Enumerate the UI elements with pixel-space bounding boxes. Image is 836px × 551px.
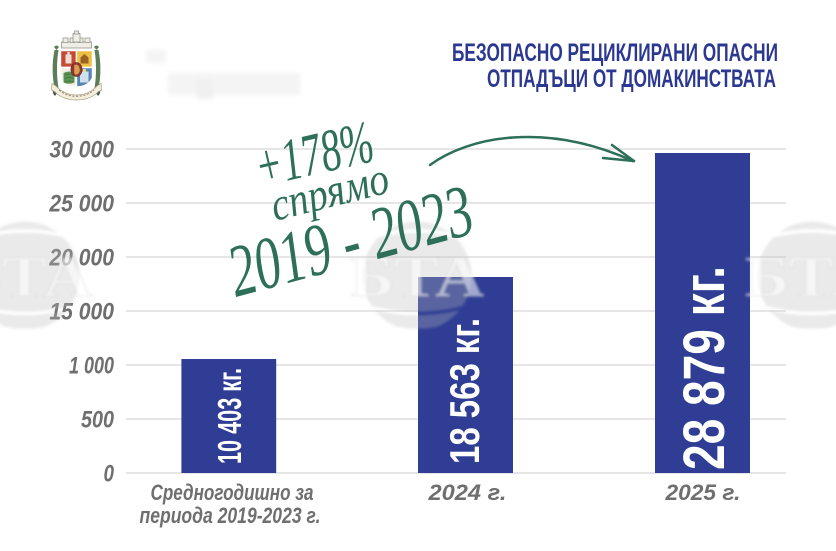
svg-text:1 000: 1 000 [69, 353, 114, 380]
svg-text:БТА: БТА [0, 244, 92, 309]
svg-text:0: 0 [104, 461, 115, 488]
svg-text:10 403 кг.: 10 403 кг. [211, 368, 248, 464]
svg-text:30 000: 30 000 [49, 137, 114, 164]
svg-text:БЕЗОПАСНО РЕЦИКЛИРАНИ ОПАСНИ: БЕЗОПАСНО РЕЦИКЛИРАНИ ОПАСНИ [452, 39, 778, 67]
svg-text:Средногодишно за: Средногодишно за [151, 480, 314, 505]
svg-text:2024 г.: 2024 г. [427, 480, 506, 505]
svg-text:500: 500 [81, 407, 115, 434]
svg-text:25 000: 25 000 [49, 191, 115, 218]
svg-text:БТА: БТА [745, 244, 836, 309]
svg-text:периода 2019-2023 г.: периода 2019-2023 г. [140, 503, 321, 528]
svg-text:2025 г.: 2025 г. [664, 480, 740, 505]
svg-text:18 563 кг.: 18 563 кг. [441, 318, 488, 464]
svg-text:28 879 кг.: 28 879 кг. [672, 266, 737, 470]
svg-text:ОТПАДЪЦИ ОТ ДОМАКИНСТВАТА: ОТПАДЪЦИ ОТ ДОМАКИНСТВАТА [487, 65, 776, 93]
